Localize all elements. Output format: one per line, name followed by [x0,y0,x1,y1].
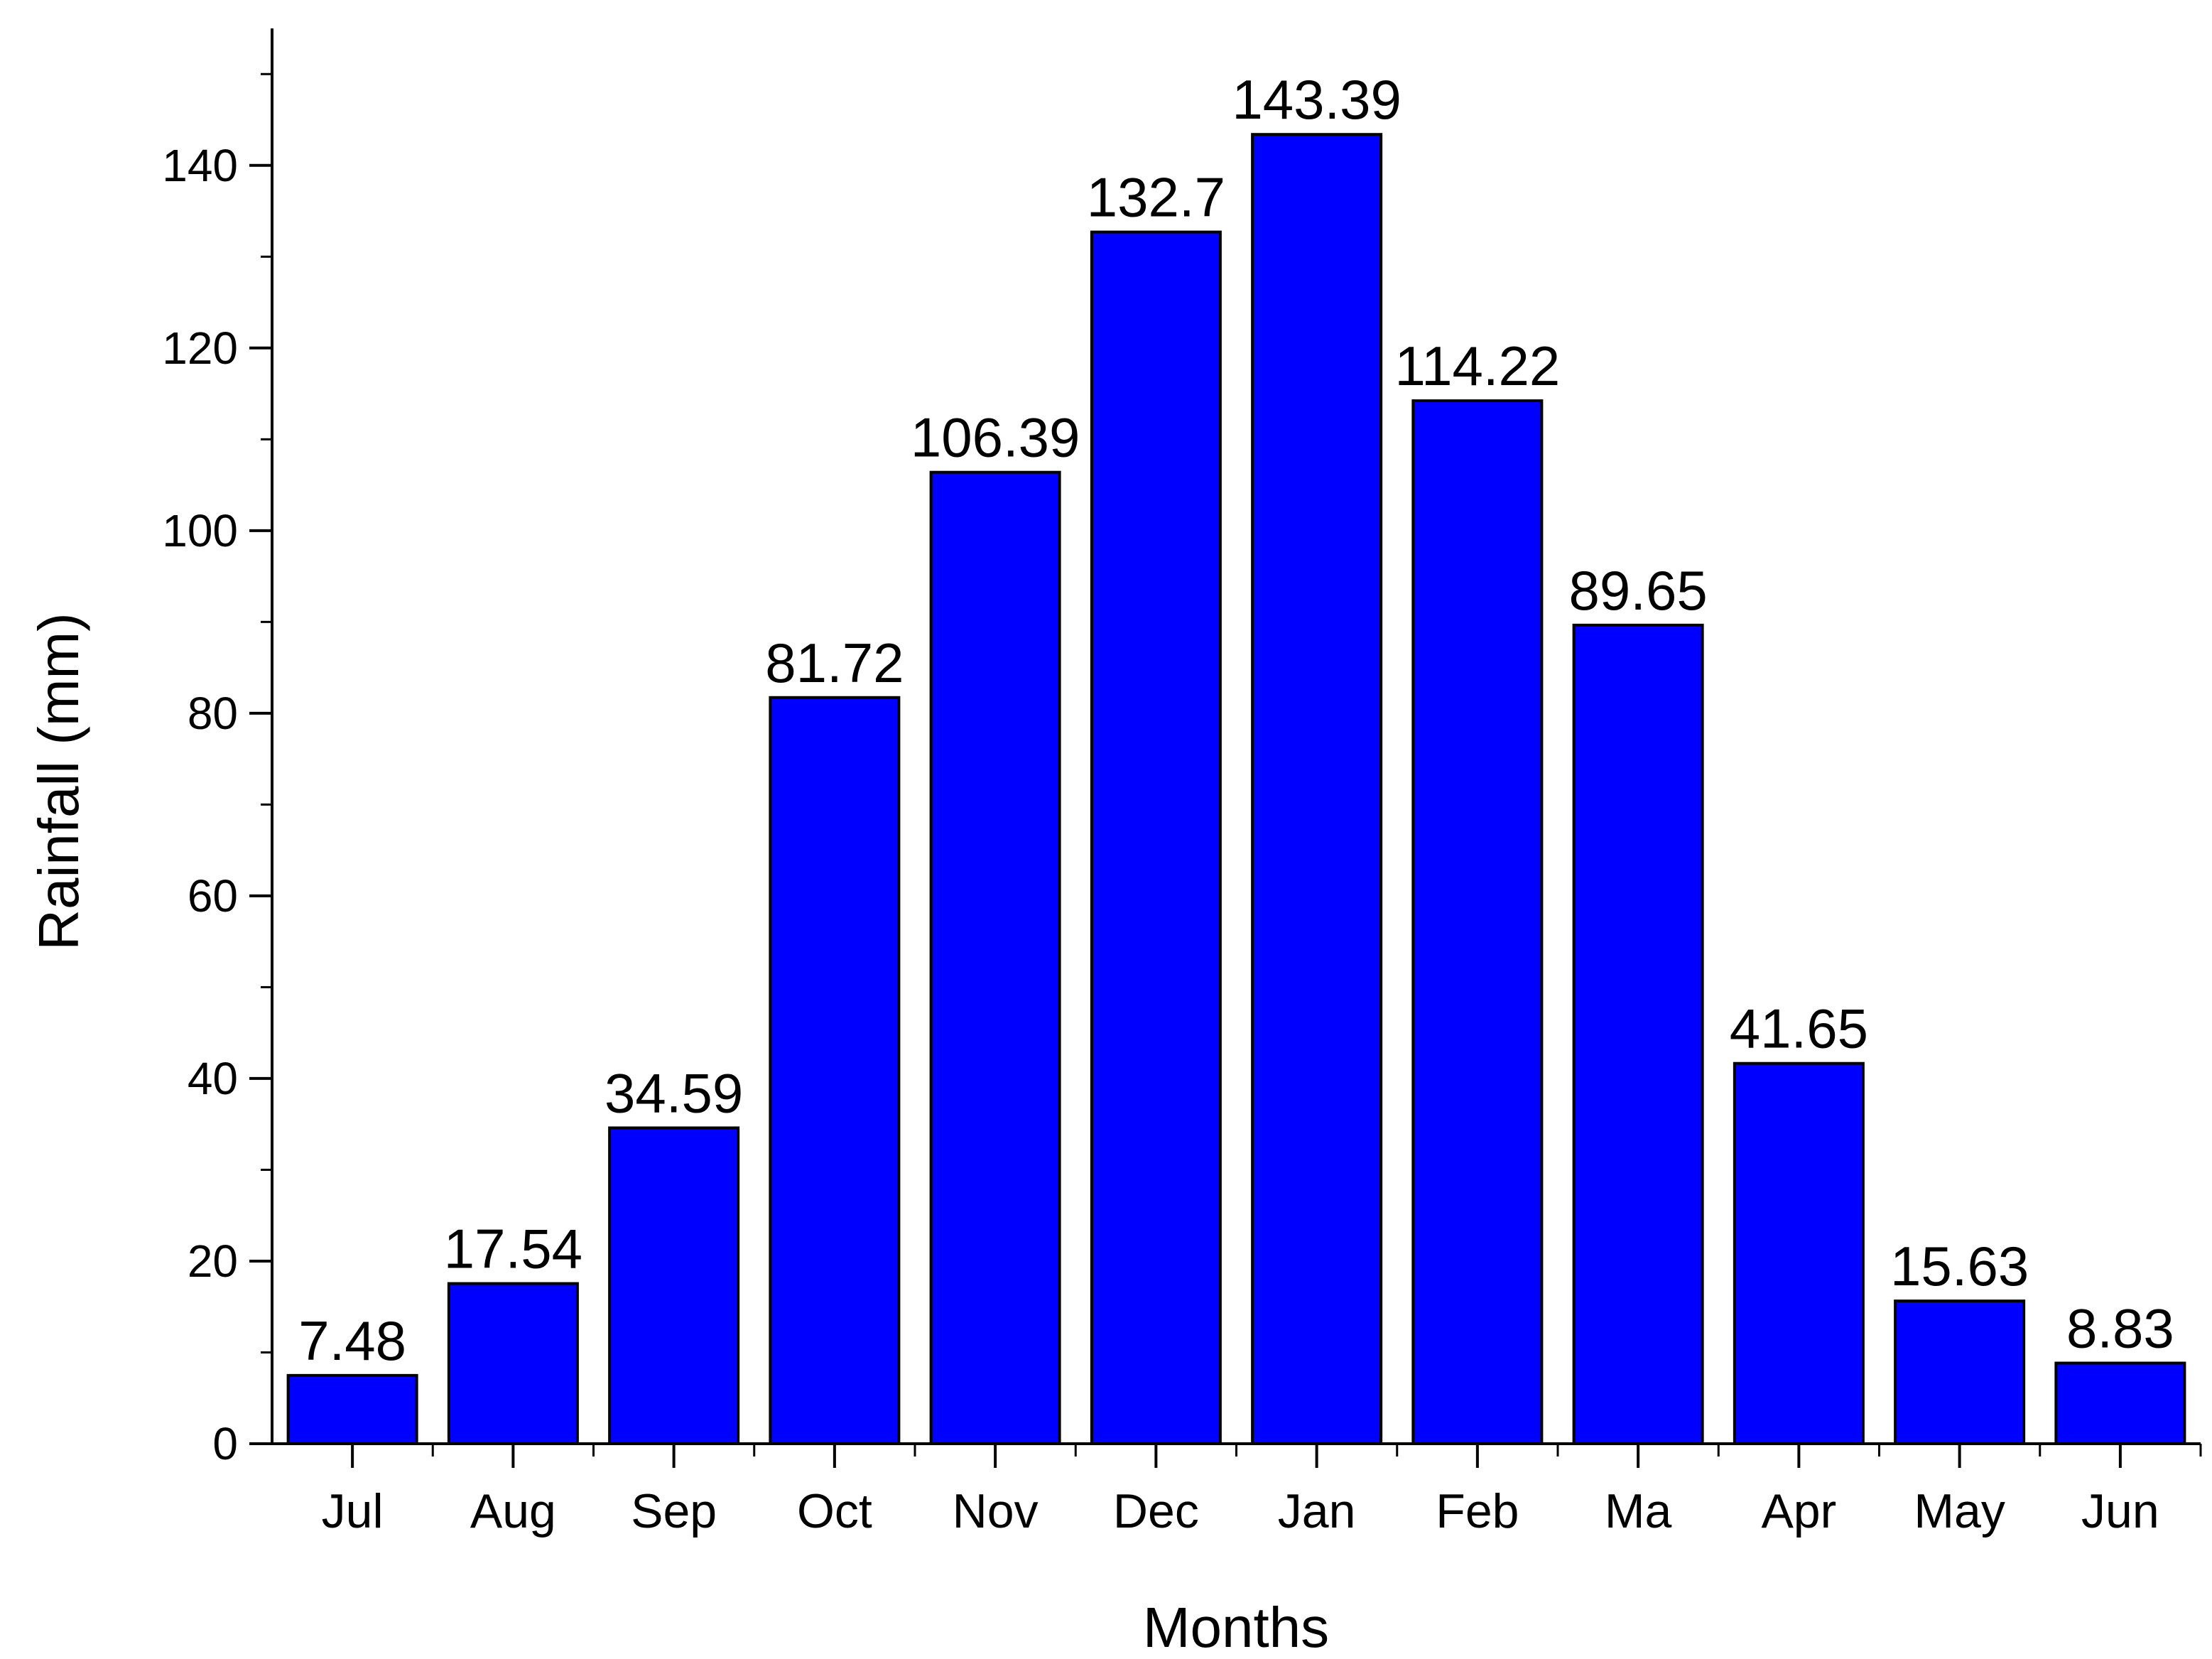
data-label-jan: 143.39 [1232,68,1402,131]
bar-jan [1251,133,1383,1445]
data-label-may: 15.63 [1890,1235,2029,1297]
x-tick-label: Apr [1761,1484,1836,1538]
bar-jul [286,1373,418,1446]
data-label-dec: 132.7 [1087,166,1225,229]
bar-feb [1411,399,1544,1445]
bars [286,133,2186,1446]
bar-apr [1733,1061,1865,1445]
y-tick-label: 0 [212,1418,238,1469]
x-tick-label: Feb [1436,1484,1519,1538]
y-tick-label: 80 [188,688,238,739]
x-tick-label: Nov [953,1484,1039,1538]
x-tick-label: Aug [470,1484,556,1538]
x-tick-label: Oct [797,1484,872,1538]
bar-may [1894,1299,2026,1445]
axes: 0 20 40 60 80 100 120 140 [162,28,2202,1469]
data-label-nov: 106.39 [911,406,1080,469]
data-label-oct: 81.72 [765,632,904,694]
data-label-jun: 8.83 [2066,1297,2174,1360]
data-label-apr: 41.65 [1730,998,1868,1060]
y-tick-label: 40 [188,1053,238,1104]
data-label-aug: 17.54 [444,1218,582,1280]
data-label-jul: 7.48 [298,1309,406,1372]
bar-sep [608,1126,740,1446]
data-label-sep: 34.59 [604,1061,743,1124]
y-axis-title: Rainfall (mm) [27,612,90,951]
bar-jun [2054,1361,2186,1446]
bar-dec [1090,230,1222,1446]
y-tick-label: 100 [162,505,238,556]
x-tick-label: Ma [1605,1484,1672,1538]
bar-aug [447,1282,579,1446]
bar-nov [929,470,1061,1445]
x-tick-label: Dec [1113,1484,1199,1538]
y-tick-label: 140 [162,140,238,191]
data-label-feb: 114.22 [1394,335,1560,397]
bar-ma [1572,623,1704,1445]
x-tick-label: Jul [322,1484,384,1538]
labels: 7.48 Jul 17.54 Aug 34.59 Sep 81.72 Oct 106.39 Nov… [298,68,2174,1538]
bar-oct [769,696,901,1445]
y-tick-label: 20 [188,1236,238,1287]
x-tick-label: Jun [2081,1484,2159,1538]
x-tick-label: Sep [631,1484,717,1538]
x-axis-title: Months [1143,1596,1329,1659]
x-tick-label: Jan [1278,1484,1356,1538]
data-label-ma: 89.65 [1569,559,1708,622]
x-tick-label: May [1914,1484,2005,1538]
y-tick-label: 120 [162,323,238,374]
y-tick-label: 60 [188,870,238,922]
